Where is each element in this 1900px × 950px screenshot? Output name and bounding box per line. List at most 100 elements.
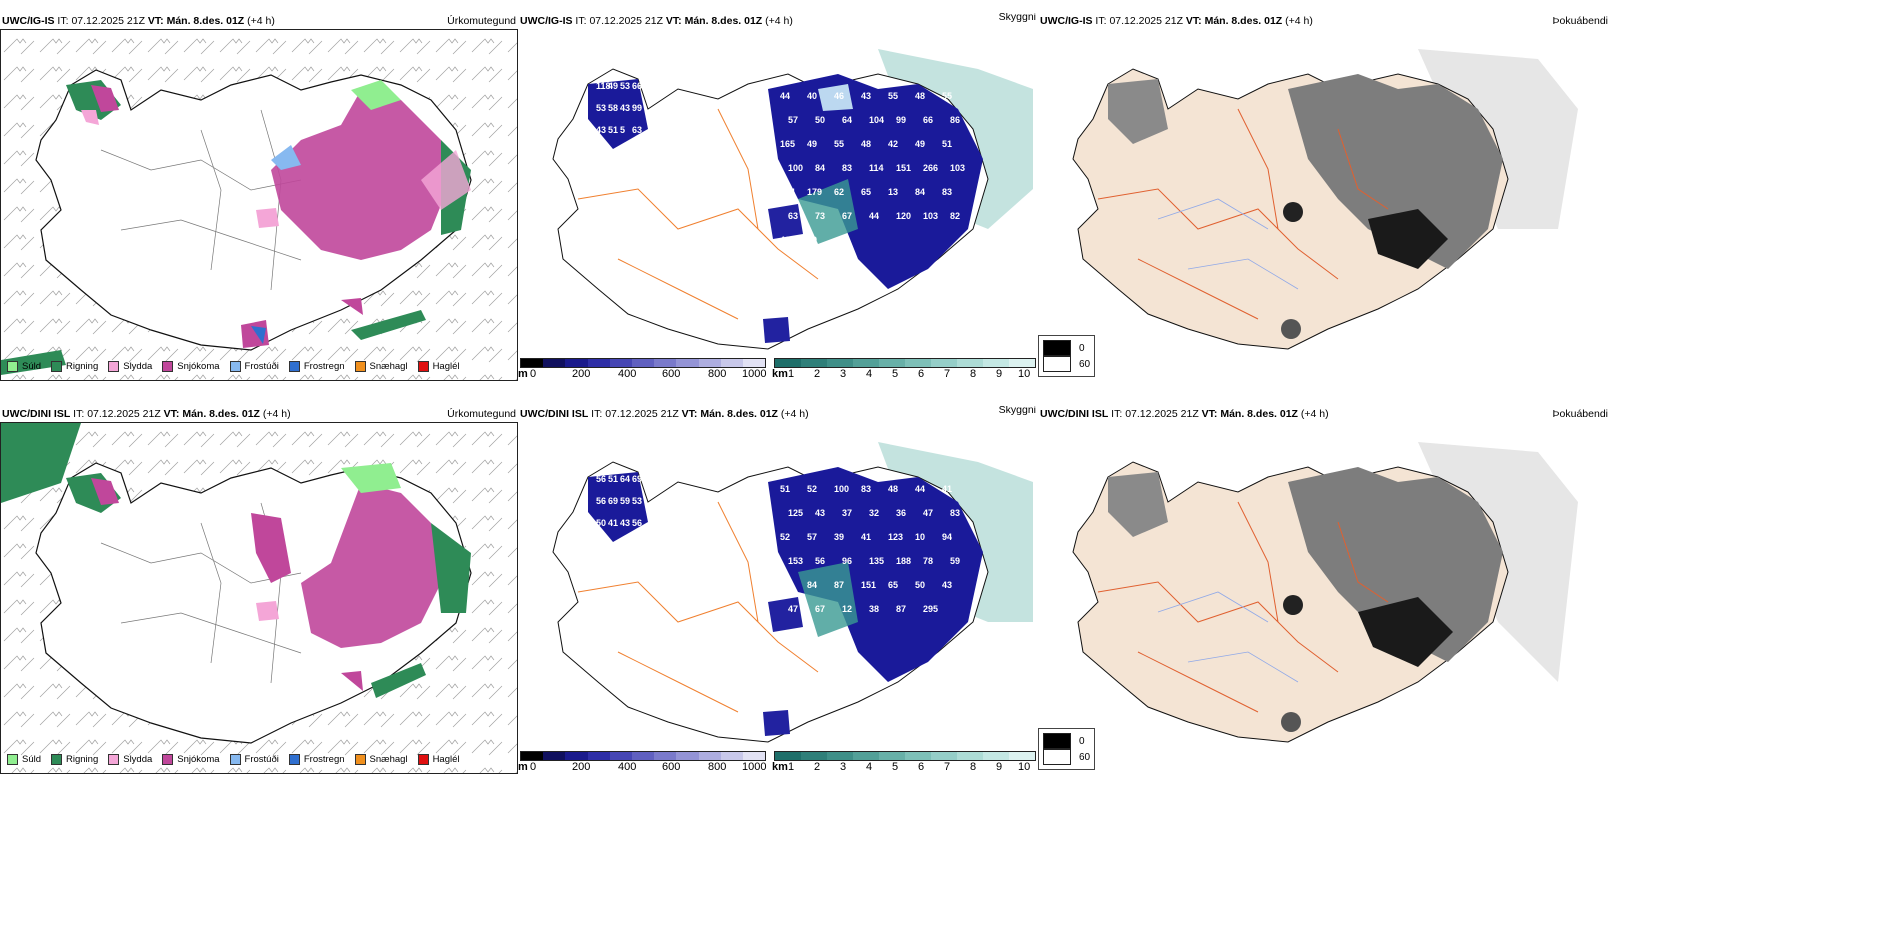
legend-swatch — [7, 754, 18, 765]
cloud-base-label: 49 — [807, 139, 818, 149]
legend-item: Súld — [7, 754, 41, 765]
cloud-base-label: 39 — [834, 532, 845, 542]
precip-legend: Súld Rigning Slydda Snjókoma Frostúði Fr… — [7, 361, 460, 372]
panel-header: UWC/DINI ISL IT: 07.12.2025 21Z VT: Mán.… — [2, 408, 516, 420]
cloud-base-label: 104 — [780, 187, 796, 197]
cloud-base-label: 62 — [834, 187, 845, 197]
legend-swatch — [7, 361, 18, 372]
legend-item: Snjókoma — [162, 361, 220, 372]
cloud-base-label: 63 — [788, 211, 799, 221]
cloud-base-label: 59 — [950, 556, 961, 566]
cloud-base-label: 50 — [815, 115, 826, 125]
cloud-base-label: 65 — [888, 580, 899, 590]
cloud-base-label: 41 — [608, 518, 619, 528]
cloud-base-label: 103 — [950, 163, 966, 173]
panel-title: Skyggni — [998, 13, 1036, 23]
visibility-colorbar: km 1 2 3 4 5 6 7 8 9 10 — [772, 358, 1036, 380]
cloud-base-label: 43 — [596, 125, 607, 135]
cloud-base-label: 125 — [788, 508, 804, 518]
cloud-base-label: 69 — [632, 474, 643, 484]
cloud-base-label: 67 — [842, 211, 853, 221]
cloud-base-label: 69 — [608, 496, 619, 506]
cloud-base-label: 47 — [923, 508, 934, 518]
cloud-base-label: 84 — [807, 580, 818, 590]
cloud-base-label: 51 — [608, 474, 619, 484]
cloud-base-label: 66 — [923, 115, 934, 125]
cloud-base-label: 295 — [923, 604, 939, 614]
cloud-base-label: 51 — [942, 139, 953, 149]
cloud-base-label: 56 — [596, 474, 607, 484]
cloud-base-label: 55 — [834, 139, 845, 149]
cloud-base-label: 87 — [896, 604, 907, 614]
legend-swatch — [229, 361, 241, 372]
cloud-base-label: 56 — [596, 496, 607, 506]
legend-swatch — [108, 754, 120, 765]
cloud-base-label: 44 — [915, 484, 926, 494]
precip-panel-1: UWC/IG-IS IT: 07.12.2025 21Z VT: Mán. 8.… — [0, 13, 518, 381]
panel-header: UWC/IG-IS IT: 07.12.2025 21Z VT: Mán. 8.… — [2, 15, 516, 27]
legend-item: Frostúði — [229, 361, 279, 372]
fog-map — [1038, 29, 1610, 381]
cloud-base-label: 52 — [807, 484, 818, 494]
cloud-base-label: 55 — [942, 91, 953, 101]
cloud-base-label: 83 — [861, 484, 872, 494]
legend-swatch — [288, 361, 300, 372]
cloud-base-label: 42 — [888, 139, 899, 149]
cloud-base-label: 44 — [780, 91, 791, 101]
cloud-base-label: 86 — [950, 115, 961, 125]
panel-title: Þokuábendi — [1552, 408, 1608, 420]
legend-swatch — [288, 754, 300, 765]
cloud-base-label: 39 — [807, 235, 818, 245]
legend-swatch — [417, 361, 429, 372]
legend-swatch — [51, 361, 63, 372]
ceiling-colorbar: m 0 200 400 600 800 1000 — [518, 751, 766, 773]
cloud-base-label: 78 — [780, 580, 791, 590]
fog-panel-1: UWC/IG-IS IT: 07.12.2025 21Z VT: Mán. 8.… — [1038, 13, 1900, 381]
precip-panel-2: UWC/DINI ISL IT: 07.12.2025 21Z VT: Mán.… — [0, 406, 518, 774]
cloud-base-label: 73 — [815, 211, 826, 221]
cloud-panel-2: UWC/DINI ISL IT: 07.12.2025 21Z VT: Mán.… — [518, 406, 1038, 774]
legend-item: Haglél — [417, 361, 460, 372]
legend-swatch — [417, 754, 429, 765]
cloud-base-label: 51 — [780, 484, 791, 494]
cloud-base-label: 5 — [620, 125, 626, 135]
cloud-labels: 56 51 64 69 56 69 59 53 50 41 43 56 51 52 100 83 48 44 41 1… — [518, 422, 1038, 752]
cloud-base-label: 43 — [815, 508, 826, 518]
cloud-base-label: 99 — [896, 115, 907, 125]
cloud-base-label: 83 — [942, 187, 953, 197]
legend-item: Frostregn — [288, 361, 345, 372]
cloud-base-label: 50 — [596, 518, 607, 528]
cloud-base-label: 114 — [869, 163, 884, 173]
cloud-base-label: 59 — [620, 496, 631, 506]
cloud-base-label: 100 — [834, 484, 850, 494]
cloud-base-label: 82 — [950, 211, 961, 221]
cloud-base-label: 135 — [869, 556, 885, 566]
legend-item: Frostregn — [288, 754, 345, 765]
cloud-map: 56 51 64 69 56 69 59 53 50 41 43 56 51 52 100 83 48 44 41 1… — [518, 422, 1038, 774]
cloud-base-label: 49 — [608, 81, 619, 91]
cloud-base-label: 179 — [807, 187, 823, 197]
cloud-base-label: 41 — [861, 532, 872, 542]
panel-title: Úrkomutegund — [447, 15, 516, 27]
cloud-base-label: 43 — [942, 580, 953, 590]
cloud-base-label: 43 — [861, 91, 872, 101]
cloud-base-label: 94 — [942, 532, 953, 542]
fog-panel-2: UWC/DINI ISL IT: 07.12.2025 21Z VT: Mán.… — [1038, 406, 1900, 774]
cloud-base-label: 84 — [815, 163, 826, 173]
cloud-base-label: 46 — [834, 91, 845, 101]
cloud-base-label: 48 — [915, 91, 926, 101]
cloud-base-label: 153 — [788, 556, 804, 566]
cloud-base-label: 96 — [842, 556, 853, 566]
precip-map: Súld Rigning Slydda Snjókoma Frostúði Fr… — [0, 29, 518, 381]
legend-item: Frostúði — [229, 754, 279, 765]
cloud-base-label: 83 — [842, 163, 853, 173]
cloud-base-label: 83 — [950, 508, 961, 518]
legend-item: Snæhagl — [354, 361, 408, 372]
panel-header: UWC/IG-IS IT: 07.12.2025 21Z VT: Mán. 8.… — [518, 13, 1038, 29]
cloud-base-label: 53 — [632, 496, 643, 506]
cloud-base-label: 57 — [807, 532, 818, 542]
cloud-panel-1: UWC/IG-IS IT: 07.12.2025 21Z VT: Mán. 8.… — [518, 13, 1038, 381]
cloud-base-label: 63 — [632, 125, 643, 135]
cloud-base-label: 65 — [861, 187, 872, 197]
cloud-base-label: 56 — [815, 556, 826, 566]
